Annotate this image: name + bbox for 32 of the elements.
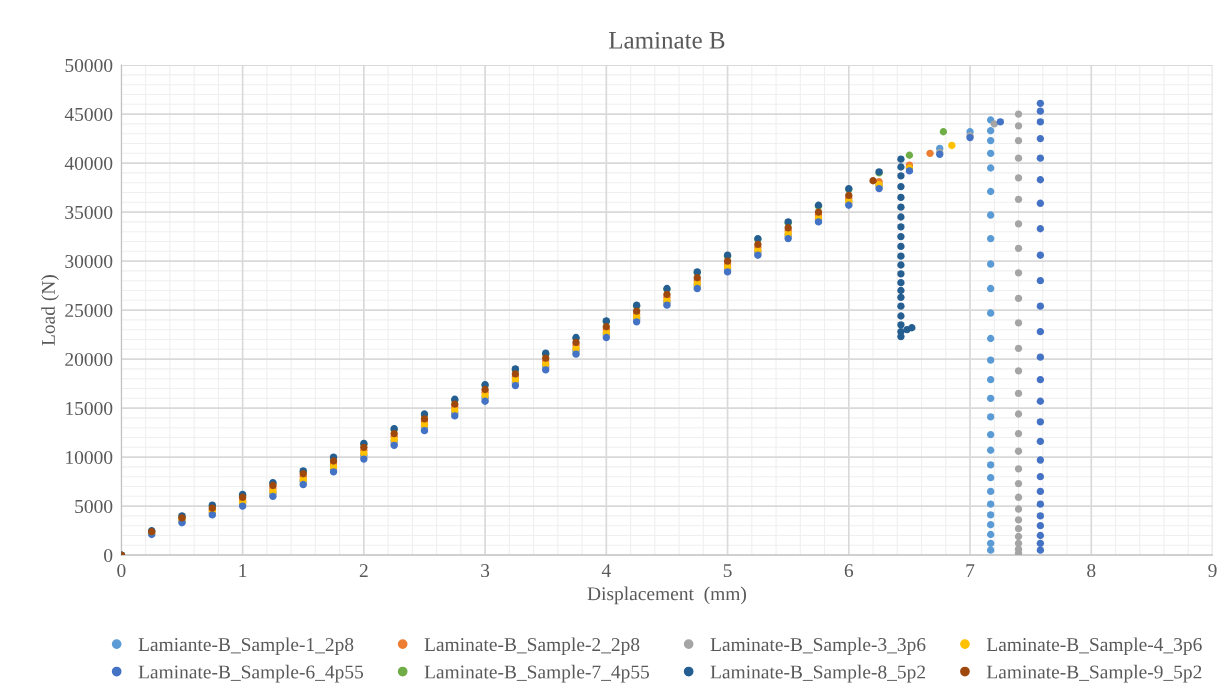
x-tick-label: 4 bbox=[601, 564, 611, 577]
x-tick-label: 9 bbox=[1208, 564, 1217, 578]
legend-label: Laminate-B_Sample-6_4p55 bbox=[138, 664, 364, 683]
y-tick-label: 40000 bbox=[64, 156, 113, 171]
y-tick-label: 45000 bbox=[64, 107, 113, 122]
y-tick-label: 20000 bbox=[65, 352, 113, 367]
legend-label: Laminate-B_Sample-3_3p6 bbox=[710, 637, 926, 656]
y-tick-label: 5000 bbox=[75, 499, 113, 514]
y-tick-label: 25000 bbox=[65, 303, 113, 318]
y-tick-label: 10000 bbox=[66, 450, 113, 465]
x-tick-label: 0 bbox=[117, 564, 126, 578]
x-axis-title: Displacement (mm) bbox=[587, 586, 746, 605]
legend-label: Laminate-B_Sample-8_5p2 bbox=[710, 664, 925, 683]
x-tick-label: 5 bbox=[723, 564, 732, 578]
y-tick-label: 30000 bbox=[65, 254, 113, 269]
y-tick-label: 50000 bbox=[65, 58, 113, 73]
x-tick-label: 8 bbox=[1087, 564, 1096, 578]
legend-label: Laminate-B_Sample-9_5p2 bbox=[986, 664, 1202, 683]
y-tick-label: 0 bbox=[104, 548, 113, 563]
y-tick-label: 35000 bbox=[65, 205, 113, 220]
x-tick-label: 7 bbox=[966, 564, 975, 577]
x-tick-label: 6 bbox=[844, 564, 854, 578]
legend-label: Laminate-B_Sample-7_4p55 bbox=[424, 664, 650, 683]
y-axis-title: Load (N) bbox=[41, 275, 59, 346]
legend-label: Laminate-B_Sample-2_2p8 bbox=[424, 637, 640, 656]
x-tick-label: 1 bbox=[239, 564, 247, 577]
y-tick-label: 15000 bbox=[66, 401, 113, 416]
x-tick-label: 3 bbox=[481, 564, 490, 578]
chart-title: Laminate B bbox=[609, 31, 725, 49]
x-tick-label: 2 bbox=[359, 564, 368, 577]
legend-label: Laminate-B_Sample-4_3p6 bbox=[986, 637, 1202, 656]
legend-label: Lamiante-B_Sample-1_2p8 bbox=[138, 637, 354, 656]
